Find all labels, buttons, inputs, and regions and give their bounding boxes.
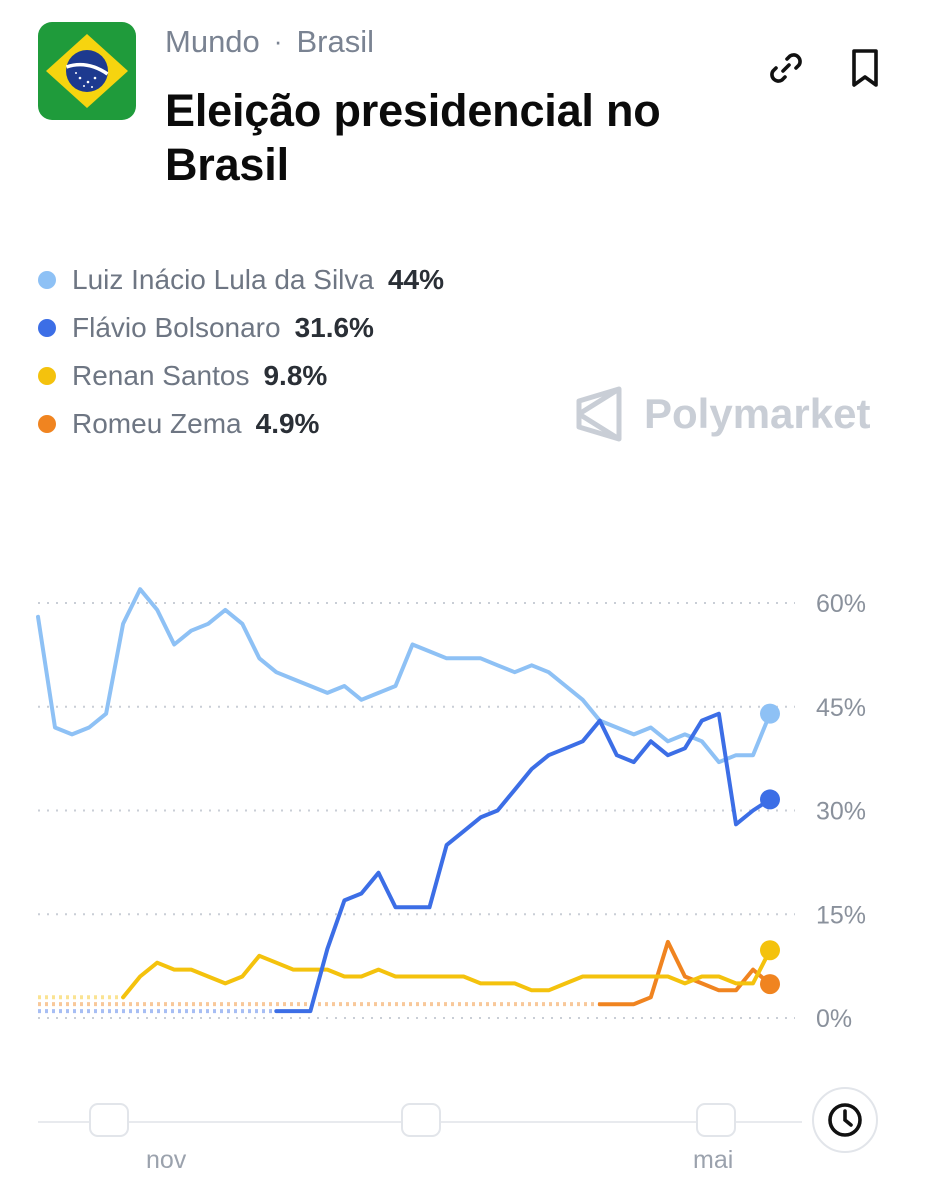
history-button[interactable] [812,1087,878,1153]
legend-dot [38,367,56,385]
line-chart: 60% 45% 30% 15% 0% [36,587,866,1033]
legend-name: Flávio Bolsonaro [72,312,281,343]
legend-value: 4.9% [255,408,320,439]
legend-item: Renan Santos 9.8% [38,352,444,400]
timeline-handle[interactable] [89,1103,129,1137]
series-endpoint [760,974,780,995]
timeline-label: mai [693,1146,734,1174]
legend-item: Luiz Inácio Lula da Silva 44% [38,256,444,304]
polymarket-watermark: Polymarket [574,385,870,443]
link-icon [770,53,802,83]
timeline-label: nov [146,1146,187,1174]
timeline-handle[interactable] [696,1103,736,1137]
bookmark-icon [852,49,878,87]
y-tick-label: 45% [816,694,866,722]
legend-value: 31.6% [294,312,374,343]
y-tick-label: 60% [816,590,866,618]
timeline-handle[interactable] [401,1103,441,1137]
y-tick-label: 30% [816,798,866,826]
legend-name: Renan Santos [72,360,250,391]
legend-item: Romeu Zema 4.9% [38,400,444,448]
series-endpoint [760,940,780,961]
legend-value: 44% [387,264,445,295]
series-endpoint [760,703,780,724]
legend-dot [38,415,56,433]
legend-name: Romeu Zema [72,408,242,439]
breadcrumb-subcategory[interactable]: Brasil [296,23,374,59]
series-line [36,587,772,765]
breadcrumb: Mundo · Brasil [165,22,374,60]
copy-link-button[interactable] [762,44,810,92]
page-title: Eleição presidencial no Brasil [165,85,661,190]
legend-name: Luiz Inácio Lula da Silva [72,264,374,295]
legend-item: Flávio Bolsonaro 31.6% [38,304,444,352]
breadcrumb-category[interactable]: Mundo [165,23,260,59]
y-tick-label: 15% [816,901,866,929]
breadcrumb-separator: · [273,26,283,57]
y-tick-label: 0% [816,1005,852,1033]
legend-value: 9.8% [263,360,328,391]
chart-legend: Luiz Inácio Lula da Silva 44% Flávio Bol… [38,256,444,448]
bookmark-button[interactable] [841,44,889,92]
series-endpoint [760,789,780,810]
clock-icon [828,1103,862,1137]
watermark-text: Polymarket [644,390,871,437]
series-line [274,711,772,1014]
legend-dot [38,319,56,337]
legend-dot [38,271,56,289]
brazil-flag-icon [38,22,136,120]
polymarket-logo-icon [576,386,622,442]
series-line [597,939,772,1007]
series-line [121,948,772,1000]
